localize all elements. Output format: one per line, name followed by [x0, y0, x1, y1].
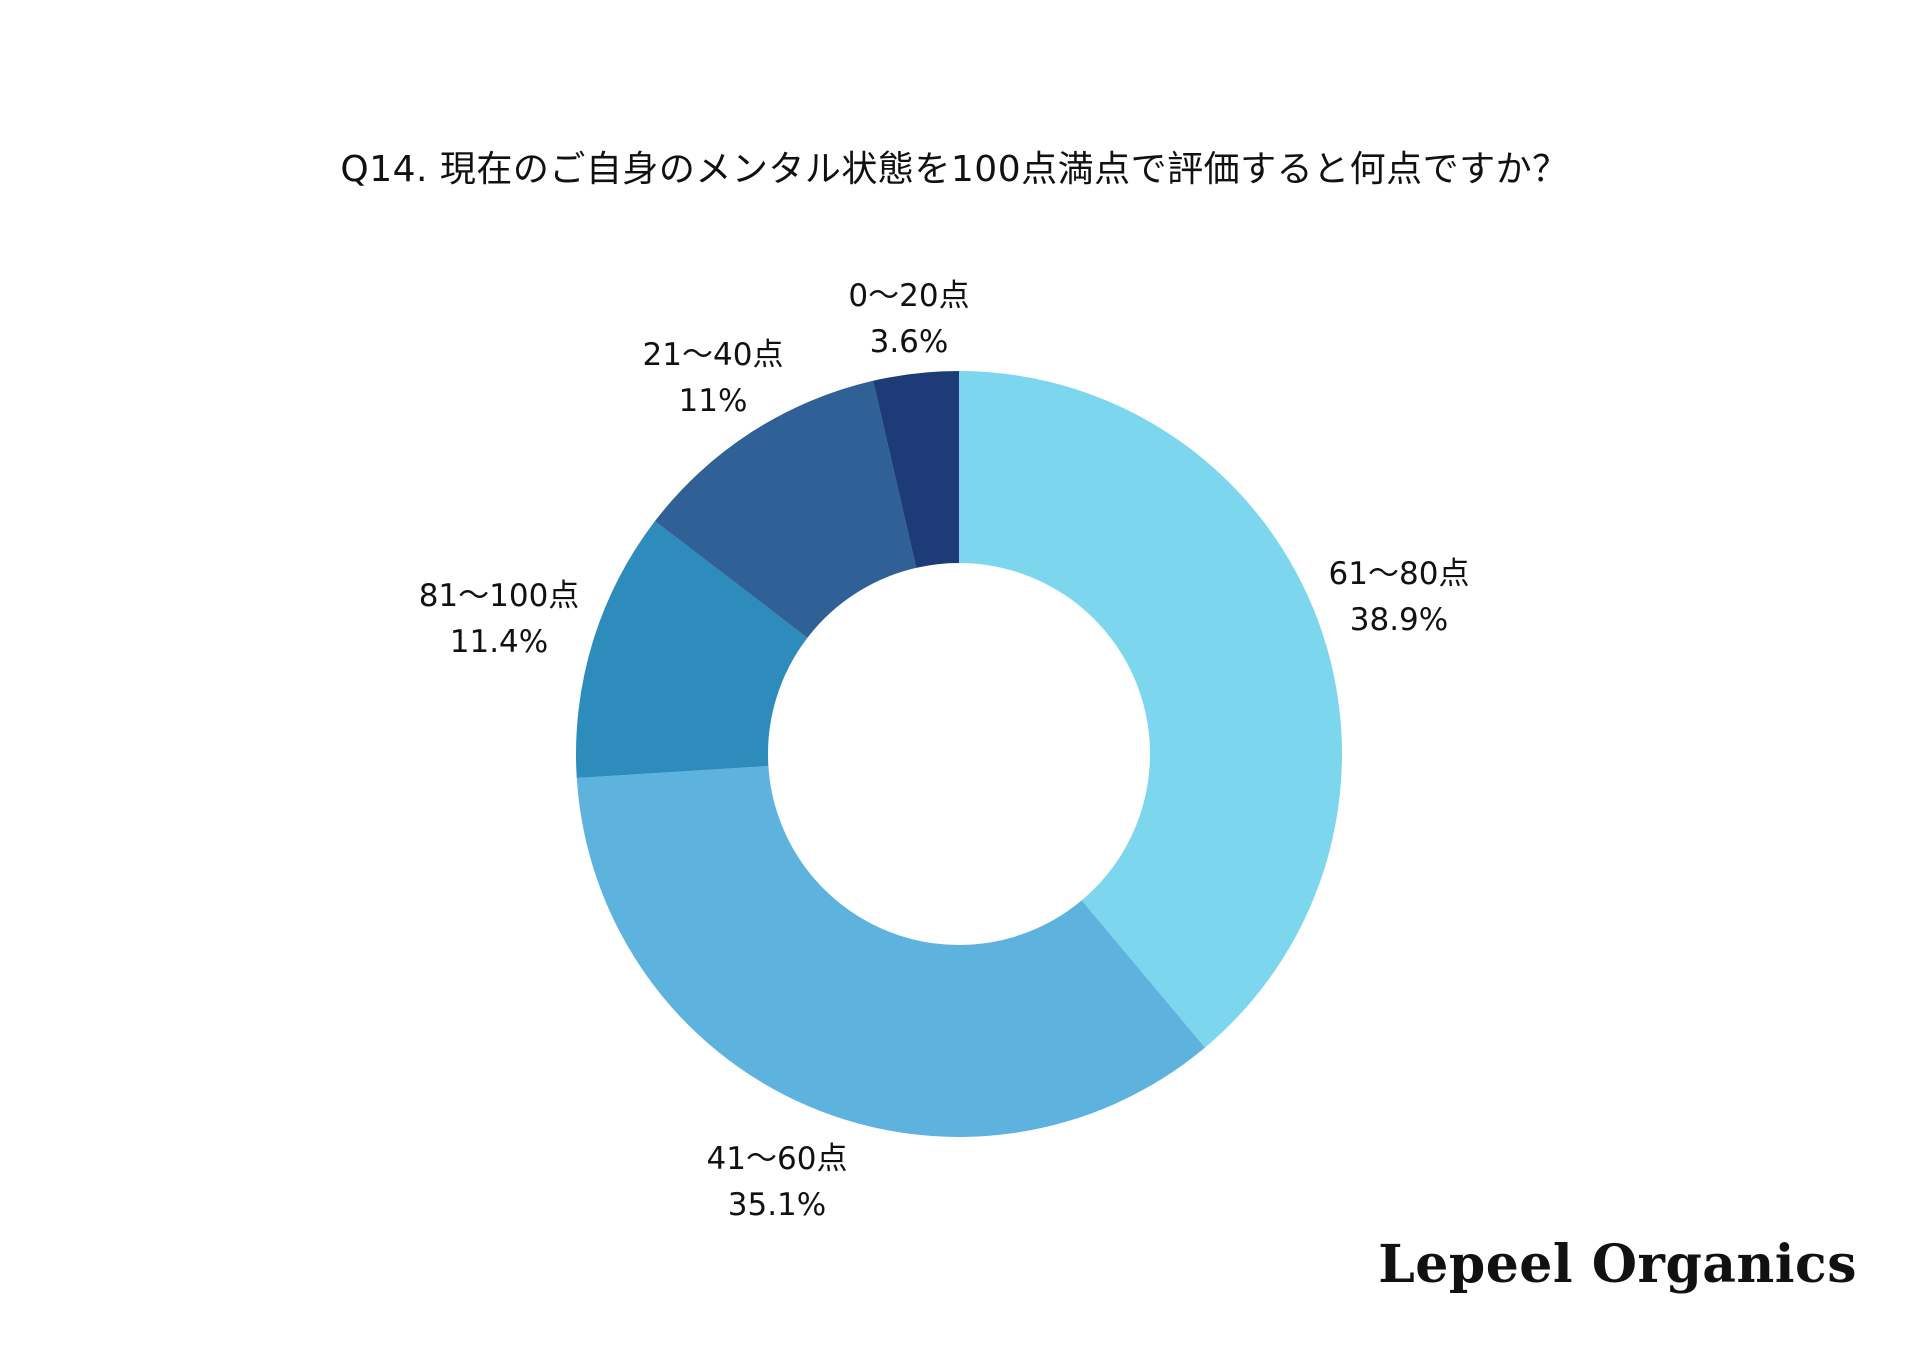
donut-slice [654, 380, 917, 638]
slice-value-label: 38.9% [1350, 602, 1448, 638]
slice-label: 21〜40点 [643, 337, 784, 373]
slice-value-label: 11.4% [450, 624, 548, 660]
slice-label: 61〜80点 [1329, 556, 1470, 592]
slice-label: 0〜20点 [848, 278, 969, 314]
brand-logo: Lepeel Organics [1378, 1234, 1857, 1295]
donut-slice [575, 521, 808, 779]
chart-title: Q14. 現在のご自身のメンタル状態を100点満点で評価すると何点ですか？ [340, 149, 1569, 190]
slice-value-label: 35.1% [728, 1187, 826, 1223]
slice-value-label: 11% [679, 383, 748, 419]
donut-slice [873, 371, 959, 568]
slice-label: 41〜60点 [707, 1141, 848, 1177]
slice-label: 81〜100点 [419, 578, 580, 614]
slice-value-label: 3.6% [870, 324, 949, 360]
donut-slice [576, 765, 1205, 1137]
donut-slice [959, 371, 1342, 1048]
